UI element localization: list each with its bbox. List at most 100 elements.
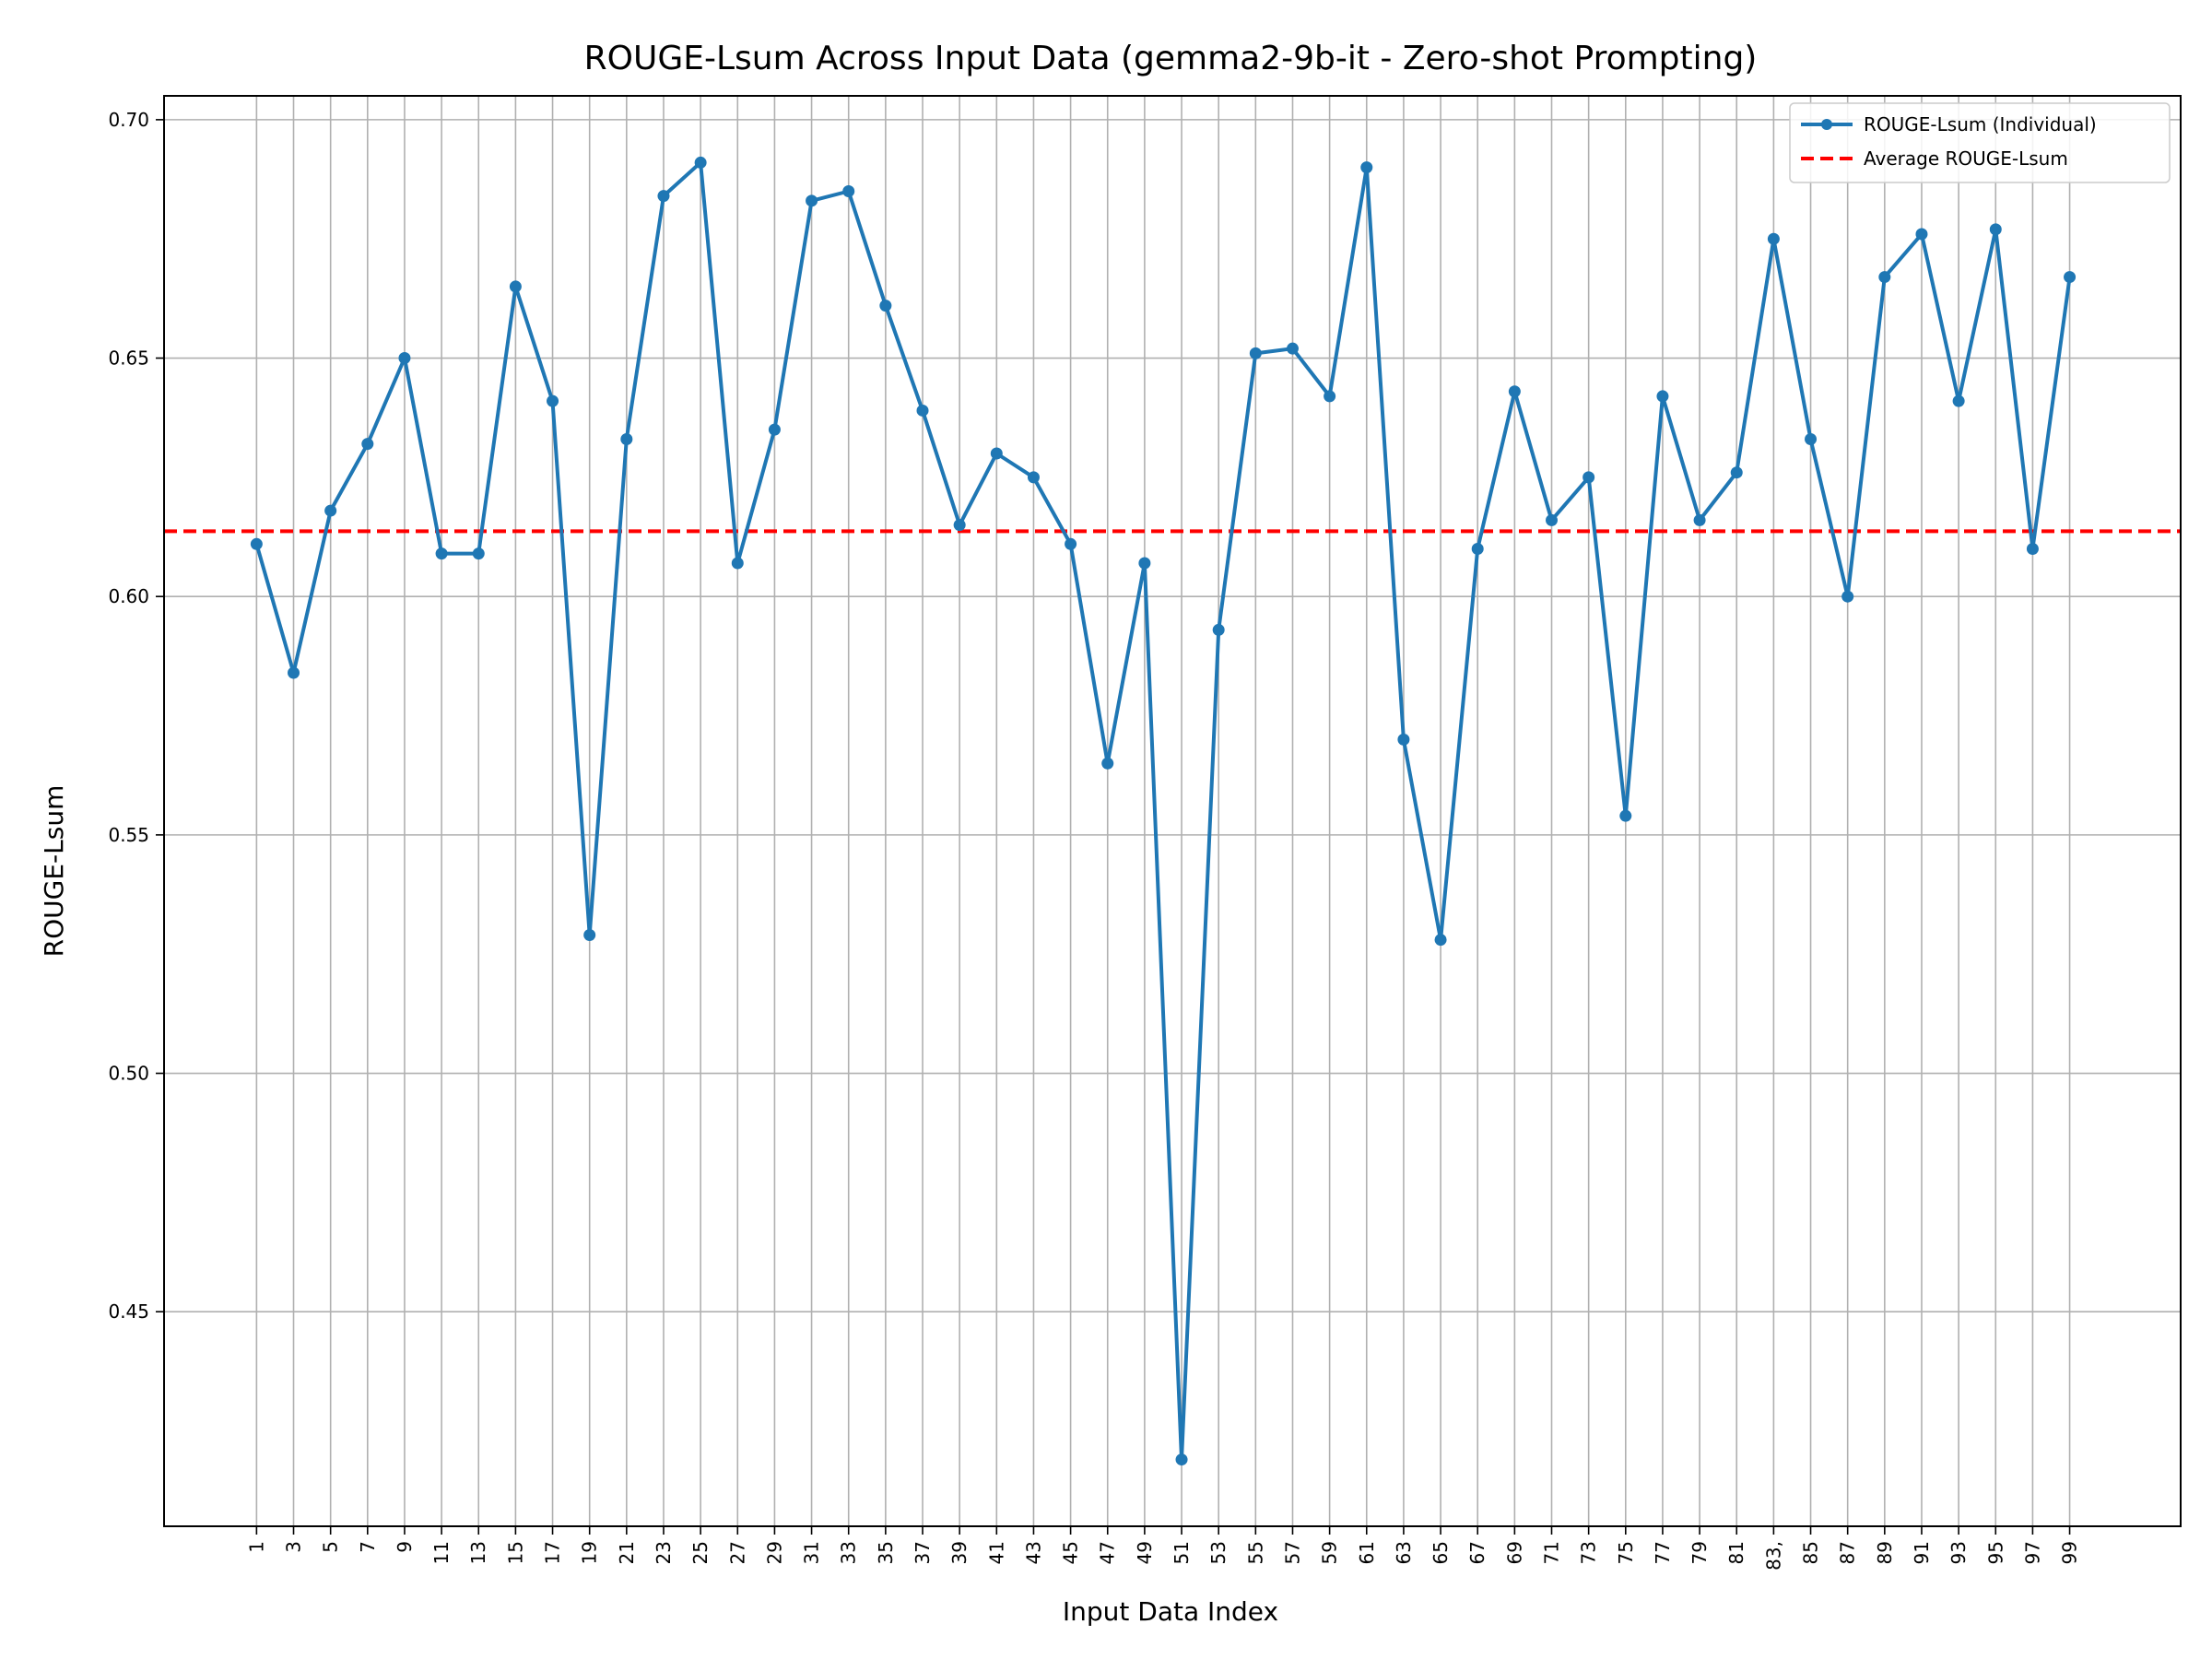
x-tick-label: 53 [1207, 1541, 1230, 1564]
data-point [1471, 542, 1484, 555]
x-tick-label: 23 [653, 1541, 675, 1564]
data-point [1175, 1453, 1188, 1466]
data-point [620, 432, 633, 445]
x-tick-label: 89 [1874, 1541, 1896, 1564]
x-tick-label: 17 [542, 1541, 564, 1564]
data-point [990, 447, 1003, 460]
x-tick-label: 3 [283, 1541, 305, 1553]
data-point [509, 280, 522, 293]
data-point [806, 194, 818, 207]
y-axis-ticks: 0.45 0.50 0.55 0.60 0.65 0.70 [108, 109, 164, 1323]
x-axis-ticks: 1 3 5 7 9 11 13 15 17 19 21 23 25 27 29 31 33 35 37 39 41 43 4… [245, 1526, 2081, 1571]
legend-label-series: ROUGE-Lsum (Individual) [1864, 113, 2097, 135]
x-tick-label: 43 [1022, 1541, 1044, 1564]
x-tick-label: 67 [1466, 1541, 1488, 1564]
x-tick-label: 85 [1800, 1541, 1822, 1564]
x-tick-label: 13 [467, 1541, 489, 1564]
legend-box [1789, 102, 2171, 183]
data-point [1693, 513, 1706, 526]
data-point [1434, 934, 1447, 947]
data-point [472, 547, 485, 560]
data-point [1546, 513, 1559, 526]
x-tick-label: 87 [1837, 1541, 1859, 1564]
x-tick-label: 73 [1578, 1541, 1600, 1564]
x-tick-label: 19 [579, 1541, 601, 1564]
y-tick-label: 0.50 [108, 1063, 149, 1085]
data-point [1397, 733, 1410, 746]
x-tick-label: 27 [726, 1541, 748, 1564]
data-point [398, 352, 411, 365]
x-tick-label: 33 [838, 1541, 860, 1564]
data-point [1730, 466, 1743, 479]
y-tick-label: 0.70 [108, 109, 149, 131]
x-tick-label: 79 [1688, 1541, 1711, 1564]
grid [164, 96, 2181, 1526]
x-tick-label: 83, [1762, 1541, 1784, 1571]
x-tick-label: 49 [1134, 1541, 1156, 1564]
x-tick-label: 7 [357, 1541, 379, 1553]
data-point [1841, 590, 1854, 603]
data-point [1027, 471, 1040, 484]
data-point [288, 666, 300, 679]
y-tick-label: 0.55 [108, 824, 149, 846]
data-point [731, 557, 744, 570]
x-tick-label: 25 [689, 1541, 712, 1564]
chart-title: ROUGE-Lsum Across Input Data (gemma2-9b-… [584, 40, 1758, 77]
x-tick-label: 47 [1097, 1541, 1119, 1564]
data-point [2064, 271, 2077, 284]
data-point [1805, 432, 1818, 445]
legend-label-average: Average ROUGE-Lsum [1864, 147, 2068, 170]
x-tick-label: 59 [1319, 1541, 1341, 1564]
series-line [254, 160, 2072, 1462]
x-tick-label: 65 [1430, 1541, 1452, 1564]
x-tick-label: 29 [763, 1541, 785, 1564]
data-point [1767, 232, 1780, 245]
data-point [1583, 471, 1595, 484]
x-tick-label: 61 [1356, 1541, 1378, 1564]
x-tick-label: 11 [430, 1541, 453, 1564]
x-tick-label: 69 [1503, 1541, 1525, 1564]
x-tick-label: 41 [985, 1541, 1007, 1564]
data-point [583, 929, 596, 942]
legend: ROUGE-Lsum (Individual) Average ROUGE-Ls… [1789, 102, 2171, 183]
x-tick-label: 63 [1393, 1541, 1415, 1564]
data-point [1878, 271, 1891, 284]
data-point [1915, 228, 1928, 241]
data-point [1324, 390, 1336, 403]
x-tick-label: 75 [1615, 1541, 1637, 1564]
x-tick-label: 97 [2021, 1541, 2043, 1564]
data-point [1249, 347, 1262, 359]
x-tick-label: 39 [948, 1541, 971, 1564]
y-axis-label: ROUGE-Lsum [39, 785, 69, 958]
data-point [953, 519, 966, 532]
series-group [250, 156, 2077, 1466]
data-point [547, 394, 559, 407]
x-tick-label: 35 [875, 1541, 897, 1564]
data-point [879, 300, 892, 312]
x-tick-label: 1 [245, 1541, 267, 1553]
data-point [842, 184, 855, 197]
data-point [916, 404, 929, 417]
x-tick-label: 71 [1541, 1541, 1563, 1564]
data-point [1286, 342, 1299, 355]
x-tick-label: 37 [912, 1541, 934, 1564]
x-tick-label: 21 [616, 1541, 638, 1564]
data-point [1101, 757, 1114, 770]
data-point [435, 547, 448, 560]
data-point [1138, 557, 1151, 570]
x-tick-label: 93 [1947, 1541, 1970, 1564]
x-tick-label: 55 [1244, 1541, 1266, 1564]
legend-marker-series [1821, 119, 1832, 130]
data-point [250, 537, 263, 550]
data-point [1619, 809, 1632, 822]
x-tick-label: 57 [1281, 1541, 1303, 1564]
x-tick-label: 99 [2059, 1541, 2081, 1564]
data-point [1065, 537, 1077, 550]
x-tick-label: 51 [1171, 1541, 1193, 1564]
y-tick-label: 0.60 [108, 585, 149, 607]
data-point [1212, 623, 1225, 636]
data-point [1656, 390, 1669, 403]
data-point [657, 190, 670, 203]
x-tick-label: 91 [1911, 1541, 1933, 1564]
